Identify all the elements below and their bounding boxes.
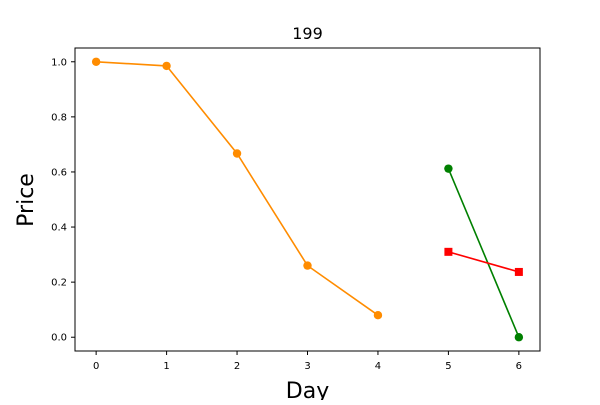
data-point [162,61,171,71]
x-tick-label: 4 [375,361,381,372]
x-tick-label: 5 [445,361,451,372]
x-tick-label: 0 [93,361,99,372]
data-point [444,164,453,173]
data-point [514,267,523,276]
y-tick-label: 0.0 [51,333,67,344]
y-tick-label: 0.8 [51,112,67,123]
x-tick-label: 2 [234,361,240,372]
y-axis: 0.0 0.2 0.4 0.6 0.8 1.0 [51,57,75,344]
plot-frame [74,47,541,352]
x-axis: 0 1 2 3 4 5 6 [93,351,522,372]
series-line-2 [448,251,520,273]
x-axis-label: Day [286,379,329,400]
x-tick-label: 3 [304,361,310,372]
y-tick-label: 1.0 [51,57,67,68]
data-point [232,149,242,158]
y-axis-label: Price [14,173,39,227]
y-tick-label: 0.4 [51,223,67,234]
series-line-1 [447,168,520,338]
data-point [514,333,524,342]
y-tick-label: 0.2 [51,278,67,289]
x-tick-label: 1 [163,361,169,372]
data-point [303,261,312,270]
data-point [444,247,453,256]
series-line-0 [96,60,379,316]
data-point [91,57,101,66]
data-point [373,310,383,320]
x-tick-label: 6 [516,361,522,372]
chart-title: 199 [292,24,323,43]
y-tick-label: 0.6 [51,167,67,178]
series-layer [91,57,524,342]
